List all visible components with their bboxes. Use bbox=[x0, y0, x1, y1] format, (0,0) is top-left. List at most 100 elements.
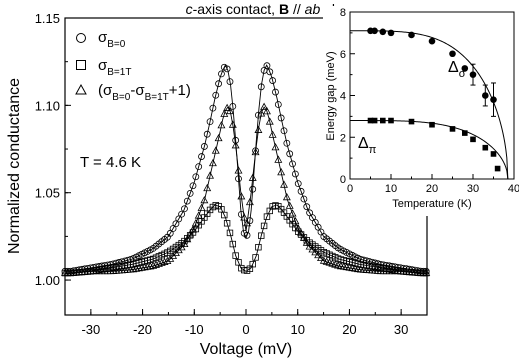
main-x-tick-label: -10 bbox=[185, 322, 204, 337]
data-point-triangle bbox=[302, 238, 311, 246]
main-x-tick-label: 30 bbox=[394, 322, 408, 337]
legend-label-difference: (σB=0-σB=1T+1) bbox=[98, 82, 191, 103]
title-parallel: // bbox=[289, 1, 305, 17]
data-point-circle bbox=[289, 160, 296, 168]
data-point-triangle bbox=[200, 195, 209, 204]
inset-x-axis-label: Temperature (K) bbox=[392, 198, 471, 210]
legend-marker-circle bbox=[76, 33, 86, 43]
delta-sigma-point bbox=[449, 50, 456, 58]
inset-y-tick-label: 4 bbox=[340, 91, 346, 103]
data-point-circle bbox=[198, 153, 205, 160]
main-x-axis-label: Voltage (mV) bbox=[200, 341, 292, 358]
data-point-triangle bbox=[203, 183, 212, 192]
data-point-triangle bbox=[282, 192, 291, 201]
fit-line-triangle bbox=[65, 106, 427, 274]
delta-pi-point bbox=[380, 117, 386, 124]
data-point-triangle bbox=[308, 245, 317, 253]
legend-diff-sub1: B=0 bbox=[112, 92, 131, 103]
delta-pi-label: Δπ bbox=[358, 135, 377, 156]
data-point-triangle bbox=[183, 235, 192, 243]
data-point-triangle bbox=[285, 201, 294, 209]
legend-sub-b0: B=0 bbox=[107, 39, 126, 50]
data-point-triangle bbox=[180, 239, 189, 248]
inset-x-tick-label: 30 bbox=[467, 183, 479, 195]
data-point-triangle bbox=[311, 248, 320, 256]
delta-sigma-point bbox=[490, 96, 497, 103]
data-point-circle bbox=[300, 195, 308, 203]
data-point-triangle bbox=[186, 230, 195, 238]
delta-pi-point bbox=[449, 126, 456, 132]
inset-x-tick-label: 10 bbox=[385, 183, 397, 195]
legend-item-sigma-b0: σB=0 bbox=[76, 29, 126, 50]
data-point-circle bbox=[297, 187, 305, 195]
data-point-circle bbox=[212, 91, 220, 99]
legend: σB=0 σB=1T (σB=0-σB=1T+1) bbox=[75, 29, 191, 103]
inset-y-tick-label: 2 bbox=[340, 132, 346, 144]
data-point-circle bbox=[183, 197, 191, 205]
fit-line-square bbox=[65, 204, 427, 274]
data-point-circle bbox=[266, 68, 274, 76]
data-point-square bbox=[232, 252, 239, 259]
data-point-triangle bbox=[291, 216, 300, 225]
data-point-circle bbox=[243, 231, 251, 239]
legend-label-sigma-b1t: σB=1T bbox=[98, 57, 131, 78]
data-point-circle bbox=[178, 210, 186, 218]
data-point-square bbox=[229, 240, 237, 248]
inset-data-marks bbox=[350, 27, 509, 180]
legend-marker-square bbox=[76, 60, 86, 70]
inset-y-axis-label: Energy gap (meV) bbox=[325, 51, 337, 140]
data-point-triangle bbox=[214, 133, 223, 142]
main-y-tick-label: 1.05 bbox=[35, 186, 60, 201]
delta-pi-point bbox=[470, 136, 476, 143]
data-point-square bbox=[249, 260, 256, 268]
inset-x-tick-label: 40 bbox=[508, 183, 519, 195]
data-point-square bbox=[223, 220, 231, 227]
data-point-triangle bbox=[271, 143, 280, 151]
delta-sigma-point bbox=[461, 65, 469, 72]
data-point-triangle bbox=[189, 225, 197, 233]
delta-pi-point bbox=[367, 117, 374, 124]
data-point-triangle bbox=[206, 171, 215, 179]
main-data-marks bbox=[61, 62, 431, 277]
main-y-axis-label: Normalized conductance bbox=[6, 78, 23, 254]
delta-sigma-point bbox=[469, 71, 477, 78]
inset-background bbox=[323, 6, 519, 216]
legend-diff-sub2: B=1T bbox=[145, 92, 169, 103]
data-point-triangle bbox=[422, 268, 431, 276]
main-chart: c-axis contact, B // ab plane -30 -20 -10 0… bbox=[6, 1, 431, 358]
data-point-square bbox=[258, 232, 265, 239]
data-point-circle bbox=[206, 118, 214, 126]
inset-y-tick-label: 0 bbox=[340, 174, 346, 186]
data-point-circle bbox=[277, 114, 285, 122]
main-ticks: -30 -20 -10 0 10 20 301.001.051.101.15 bbox=[35, 11, 428, 337]
data-point-circle bbox=[274, 101, 282, 108]
data-point-triangle bbox=[299, 233, 308, 241]
inset-x-tick-label: 20 bbox=[426, 183, 438, 195]
legend-diff-open: (σ bbox=[98, 82, 113, 99]
data-point-triangle bbox=[262, 107, 271, 115]
main-y-tick-label: 1.15 bbox=[35, 11, 60, 26]
data-point-square bbox=[221, 211, 228, 219]
data-point-circle bbox=[303, 203, 311, 211]
data-point-circle bbox=[263, 62, 271, 70]
inset-chart: 0 10 20 30 40 0 2 4 6 8 Δσ Δπ Temperature (K) Ene… bbox=[323, 6, 519, 216]
main-x-tick-label: 20 bbox=[342, 322, 356, 337]
legend-sub-b1t: B=1T bbox=[107, 67, 131, 78]
data-point-circle bbox=[291, 170, 299, 178]
delta-sigma-base: Δ bbox=[448, 59, 459, 76]
data-point-triangle bbox=[280, 180, 288, 188]
data-point-circle bbox=[186, 190, 194, 197]
data-point-triangle bbox=[305, 242, 314, 250]
chart-title: c-axis contact, B // ab plane bbox=[186, 1, 359, 17]
data-point-triangle bbox=[191, 219, 200, 227]
data-point-circle bbox=[280, 127, 288, 135]
legend-item-sigma-b1t: σB=1T bbox=[76, 57, 131, 78]
data-point-triangle bbox=[297, 228, 306, 237]
fit-line-circle bbox=[65, 64, 427, 272]
main-x-tick-label: 10 bbox=[290, 322, 304, 337]
delta-pi-point bbox=[429, 121, 435, 128]
data-point-circle bbox=[294, 180, 302, 188]
delta-sigma-point bbox=[387, 29, 395, 37]
delta-pi-point bbox=[462, 130, 468, 136]
